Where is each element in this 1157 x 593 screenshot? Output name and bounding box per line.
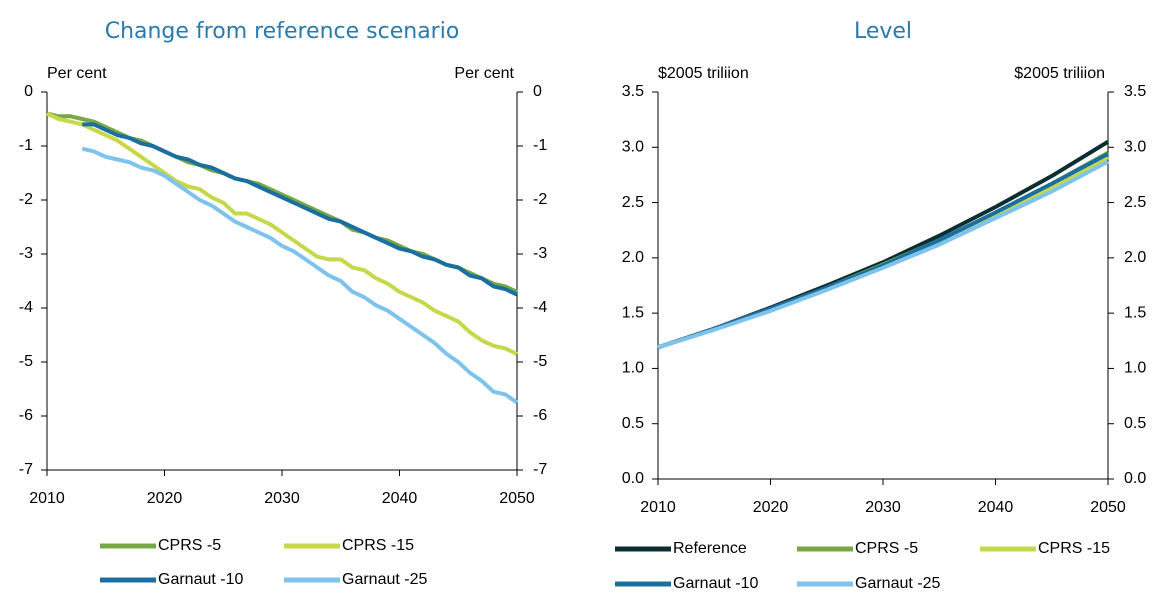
- series-line: [46, 111, 518, 356]
- x-tick-label: 2030: [264, 490, 300, 507]
- y2-tick-label: -2: [533, 191, 547, 208]
- y2-axis-label: $2005 triliion: [1014, 65, 1105, 82]
- y2-tick-label: 2.5: [1124, 194, 1146, 211]
- y2-tick-label: -7: [533, 461, 547, 478]
- y2-tick-label: -6: [533, 407, 547, 424]
- x-tick-label: 2020: [753, 499, 789, 516]
- x-tick-label: 2020: [147, 490, 183, 507]
- y-tick-label: 2.0: [622, 249, 644, 266]
- y-tick-label: -5: [19, 353, 33, 370]
- y-axis-label: Per cent: [47, 65, 107, 82]
- legend-label: CPRS -15: [1038, 540, 1110, 557]
- y-tick-label: 3.0: [622, 139, 644, 156]
- y2-tick-label: -5: [533, 353, 547, 370]
- x-tick-label: 2050: [1090, 499, 1126, 516]
- x-tick-label: 2030: [865, 499, 901, 516]
- series-line: [81, 146, 519, 405]
- y-tick-label: 1.0: [622, 360, 644, 377]
- y2-tick-label: -4: [533, 299, 547, 316]
- series-line: [657, 159, 1109, 350]
- legend-label: Garnaut -25: [342, 571, 427, 588]
- y2-tick-label: 2.0: [1124, 249, 1146, 266]
- y2-axis-label: Per cent: [454, 65, 514, 82]
- x-tick-label: 2040: [978, 499, 1014, 516]
- y-axis-label: $2005 triliion: [658, 65, 749, 82]
- legend-label: Garnaut -25: [855, 575, 940, 592]
- y-tick-label: -2: [19, 191, 33, 208]
- x-tick-label: 2010: [29, 490, 65, 507]
- y2-tick-label: -1: [533, 137, 547, 154]
- y2-tick-label: 3.5: [1124, 83, 1146, 100]
- y-tick-label: -6: [19, 407, 33, 424]
- chart-title: Change from reference scenario: [105, 19, 460, 44]
- series-line: [82, 122, 518, 297]
- y-tick-label: 0.0: [622, 470, 644, 487]
- y2-tick-label: 3.0: [1124, 139, 1146, 156]
- legend-label: CPRS -15: [342, 537, 414, 554]
- chart-title: Level: [854, 19, 912, 44]
- y-tick-label: -1: [19, 137, 33, 154]
- x-tick-label: 2010: [640, 499, 676, 516]
- y2-tick-label: 1.5: [1124, 304, 1146, 321]
- x-tick-label: 2050: [499, 490, 535, 507]
- y2-tick-label: 0: [533, 83, 542, 100]
- y2-tick-label: -3: [533, 245, 547, 262]
- x-tick-label: 2040: [382, 490, 418, 507]
- y-tick-label: 2.5: [622, 194, 644, 211]
- y2-tick-label: 0.5: [1124, 415, 1146, 432]
- y-tick-label: 0: [24, 83, 33, 100]
- series-line: [657, 155, 1109, 350]
- legend-label: CPRS -5: [855, 540, 918, 557]
- y-tick-label: -7: [19, 461, 33, 478]
- legend-label: CPRS -5: [158, 537, 221, 554]
- y-tick-label: -3: [19, 245, 33, 262]
- y-tick-label: 0.5: [622, 415, 644, 432]
- legend-label: Garnaut -10: [158, 571, 243, 588]
- series-line: [657, 140, 1110, 350]
- legend-label: Garnaut -10: [673, 575, 758, 592]
- y-tick-label: 1.5: [622, 304, 644, 321]
- y-tick-label: -4: [19, 299, 33, 316]
- y2-tick-label: 0.0: [1124, 470, 1146, 487]
- y-tick-label: 3.5: [622, 83, 644, 100]
- legend-label: Reference: [673, 540, 747, 557]
- y2-tick-label: 1.0: [1124, 360, 1146, 377]
